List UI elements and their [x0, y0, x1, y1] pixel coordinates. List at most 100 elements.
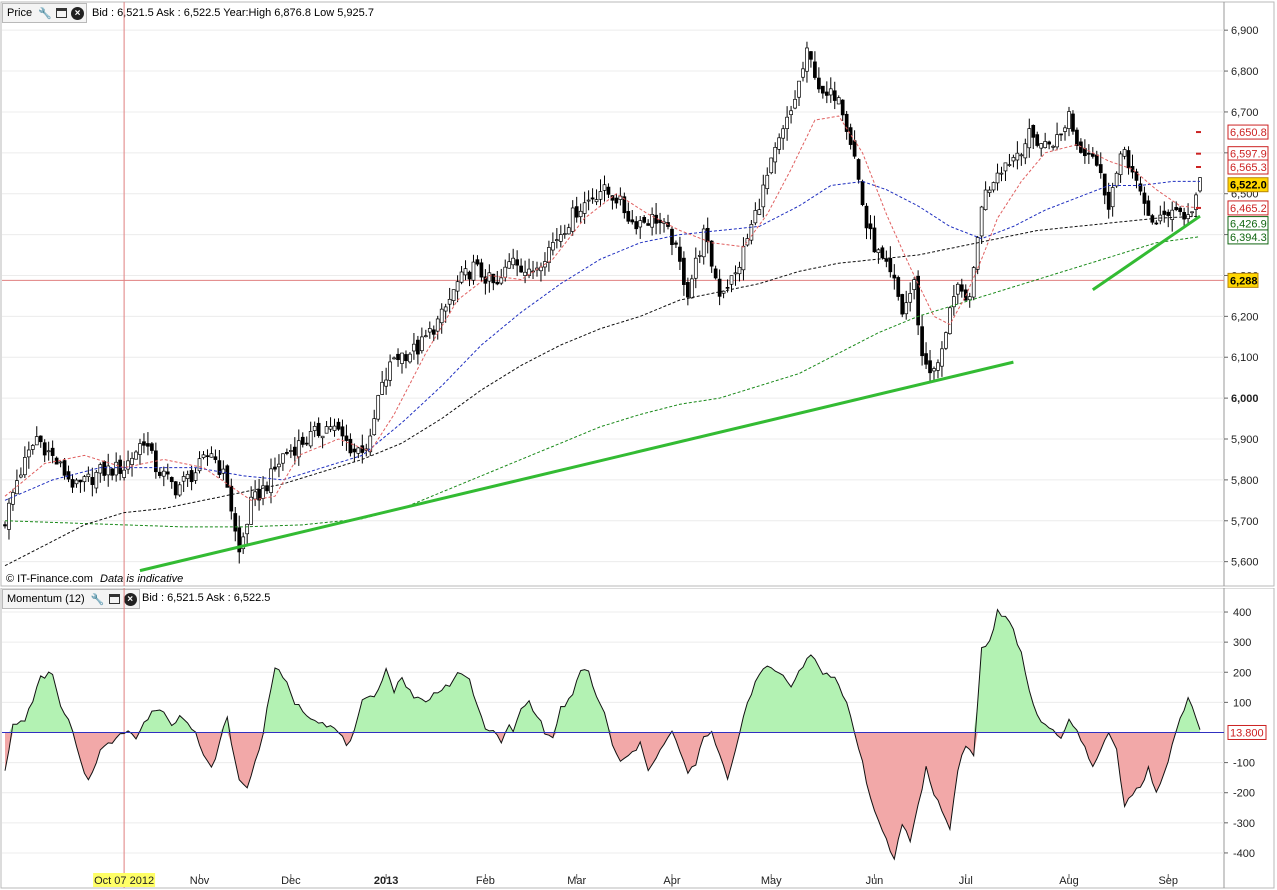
candle-body: [598, 191, 603, 200]
candle-body: [554, 239, 559, 242]
price-tag-label: 6,565.3: [1230, 162, 1267, 174]
candle-body: [765, 174, 770, 189]
x-tick-label: Sep: [1158, 875, 1178, 887]
x-tick-label: Aug: [1059, 875, 1079, 887]
candle-body: [277, 463, 281, 468]
candle-body: [288, 450, 293, 452]
candle-body: [503, 266, 508, 278]
x-tick-label: Mar: [567, 875, 586, 887]
candle-body: [1075, 129, 1079, 147]
momentum-y-tick-label: -400: [1233, 848, 1255, 860]
candle-body: [1031, 125, 1036, 138]
candle-body: [1162, 210, 1167, 215]
candle-body: [308, 431, 313, 447]
candle-body: [312, 426, 317, 431]
level-tag-label: 6,288: [1230, 275, 1258, 287]
candle-body: [959, 284, 964, 292]
candle-body: [674, 242, 678, 245]
candle-body: [904, 302, 909, 315]
candle-body: [1015, 152, 1020, 161]
candle-body: [384, 379, 388, 387]
momentum-y-tick-label: -300: [1233, 818, 1255, 830]
candle-body: [344, 435, 349, 441]
price-tag-box: [1227, 124, 1269, 140]
candle-body: [793, 98, 797, 109]
candle-body: [1190, 211, 1194, 214]
candle-body: [328, 426, 333, 430]
candle-body: [527, 268, 531, 276]
candle-body: [380, 381, 385, 395]
candle-body: [237, 527, 242, 553]
candle-body: [23, 457, 27, 476]
candle-body: [876, 249, 881, 253]
candle-body: [1003, 162, 1008, 172]
candle-body: [682, 257, 686, 285]
ma-short-line: [4, 115, 1201, 501]
price-quote: Bid : 6,521.5 Ask : 6,522.5 Year:High 6,…: [92, 7, 374, 19]
candle-body: [801, 68, 805, 78]
candle-body: [1007, 164, 1012, 166]
candle-body: [1067, 111, 1071, 129]
candle-body: [1146, 200, 1151, 216]
candle-body: [356, 447, 361, 454]
candle-body: [1019, 154, 1024, 157]
price-y-tick-label: 5,900: [1231, 434, 1259, 446]
candle-body: [797, 80, 801, 98]
candle-body: [717, 278, 722, 297]
candle-body: [824, 91, 829, 96]
candle-body: [523, 271, 527, 276]
candle-body: [205, 455, 210, 458]
candle-body: [924, 353, 928, 365]
candle-body: [233, 513, 238, 532]
candle-body: [1043, 141, 1048, 149]
candle-body: [761, 184, 766, 208]
candle-body: [614, 197, 619, 204]
candle-body: [90, 477, 95, 485]
candle-body: [431, 329, 436, 335]
candle-body: [686, 282, 690, 298]
candle-body: [737, 266, 742, 275]
candle-body: [19, 474, 23, 478]
candle-body: [400, 352, 404, 364]
candle-body: [856, 159, 861, 180]
wrench-icon[interactable]: 🔧: [38, 7, 52, 20]
price-panel-title: Price: [7, 7, 33, 19]
candle-body: [1170, 209, 1175, 220]
candle-body: [253, 491, 257, 500]
close-icon[interactable]: ×: [71, 6, 85, 20]
window-icon[interactable]: [56, 8, 68, 18]
candle-body: [507, 261, 512, 269]
close-icon[interactable]: ×: [123, 592, 137, 606]
candle-body: [844, 113, 849, 132]
candle-body: [221, 468, 226, 474]
trendline: [139, 360, 1014, 573]
candle-body: [1051, 145, 1055, 148]
price-y-tick-label: 6,700: [1231, 107, 1259, 119]
candle-body: [459, 271, 464, 283]
wrench-icon[interactable]: 🔧: [90, 593, 105, 606]
price-frame: [0, 1, 1275, 587]
candle-body: [70, 479, 75, 488]
candle-body: [1178, 207, 1182, 212]
candle-body: [979, 206, 984, 237]
candle-body: [658, 219, 662, 224]
x-tick-label: May: [761, 875, 782, 887]
candle-body: [241, 536, 246, 550]
candle-body: [30, 445, 35, 450]
candle-body: [1047, 141, 1051, 145]
candle-body: [62, 460, 67, 476]
candle-body: [515, 259, 519, 266]
window-icon[interactable]: [108, 594, 120, 604]
candle-body: [443, 306, 448, 312]
candle-body: [126, 460, 130, 470]
candle-body: [920, 326, 924, 357]
candle-body: [229, 485, 234, 512]
candle-body: [1090, 153, 1095, 157]
price-tag-box: [1227, 177, 1269, 193]
candle-body: [332, 425, 337, 431]
candle-body: [26, 449, 31, 458]
candle-body: [757, 209, 762, 215]
candle-body: [285, 452, 289, 454]
momentum-y-tick-label: 100: [1233, 697, 1251, 709]
candle-body: [1154, 222, 1159, 225]
